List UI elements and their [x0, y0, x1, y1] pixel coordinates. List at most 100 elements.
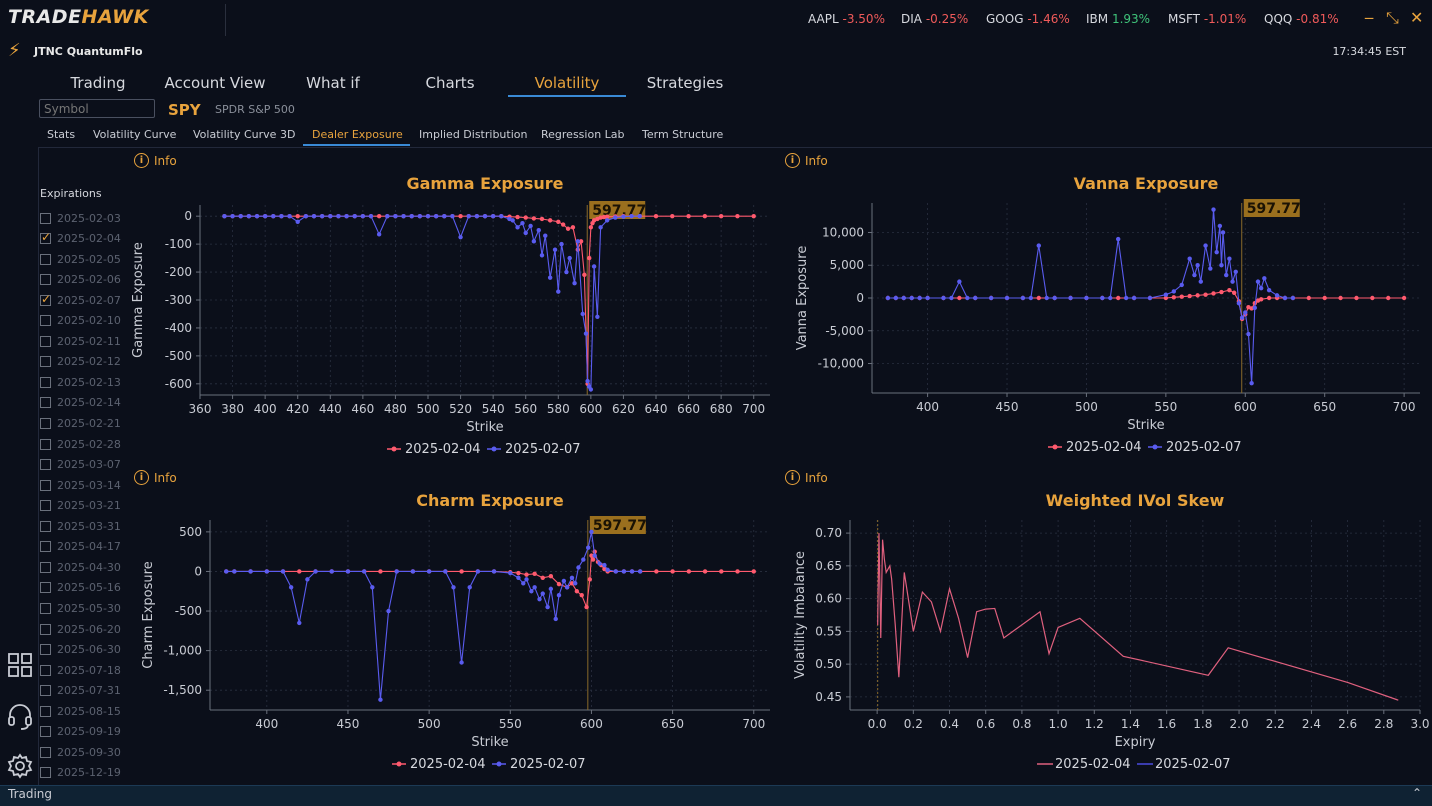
ticker-quote[interactable]: MSFT -1.01%: [1168, 12, 1246, 26]
expiration-checkbox-row[interactable]: 2025-03-31: [40, 516, 121, 536]
expiration-checkbox-row[interactable]: 2025-06-30: [40, 640, 121, 660]
settings-gear-icon[interactable]: [6, 753, 34, 781]
checkbox[interactable]: [40, 582, 51, 594]
ticker-quote[interactable]: AAPL -3.50%: [808, 12, 885, 26]
checkbox[interactable]: [40, 602, 51, 614]
data-point: [957, 279, 962, 284]
checkbox[interactable]: [40, 664, 51, 676]
gamma-exposure-chart[interactable]: Gamma Exposure 360 380 400 420 440 460 480 500 52…: [130, 165, 780, 465]
expiration-checkbox-row[interactable]: 2025-02-11: [40, 331, 121, 351]
tab-strategies[interactable]: Strategies: [646, 74, 724, 92]
expiration-checkbox-row[interactable]: 2025-02-05: [40, 249, 121, 269]
close-icon[interactable]: ✕: [1410, 8, 1424, 27]
checkbox[interactable]: [40, 376, 51, 388]
checkbox[interactable]: [40, 746, 51, 758]
headset-icon[interactable]: [6, 703, 34, 731]
expiration-checkbox-row[interactable]: 2025-07-18: [40, 660, 121, 680]
tab-trading[interactable]: Trading: [70, 74, 126, 92]
y-tick-label: 0: [856, 291, 864, 305]
expiration-checkbox-row[interactable]: 2025-02-04: [40, 229, 121, 249]
expiration-checkbox-row[interactable]: 2025-02-03: [40, 208, 121, 228]
checkbox[interactable]: [40, 438, 51, 450]
info-link-charm[interactable]: i Info: [134, 470, 177, 485]
checkbox[interactable]: [40, 397, 51, 409]
checkbox[interactable]: [40, 685, 51, 697]
expiration-checkbox-row[interactable]: 2025-02-06: [40, 270, 121, 290]
checkbox[interactable]: [40, 541, 51, 553]
ticker-quote[interactable]: QQQ -0.81%: [1264, 12, 1339, 26]
data-point: [524, 572, 529, 577]
expiration-checkbox-row[interactable]: 2025-04-30: [40, 557, 121, 577]
expiration-checkbox-row[interactable]: 2025-07-31: [40, 681, 121, 701]
expiration-checkbox-row[interactable]: 2025-03-21: [40, 496, 121, 516]
vanna-exposure-chart[interactable]: Vanna Exposure 400 450 500 550 600 650 700 10,00…: [782, 165, 1432, 465]
expiration-checkbox-row[interactable]: 2025-02-13: [40, 372, 121, 392]
info-link-skew[interactable]: i Info: [785, 470, 828, 485]
subtab-regression-lab[interactable]: Regression Lab: [541, 128, 625, 141]
expiration-checkbox-row[interactable]: 2025-05-16: [40, 578, 121, 598]
subtab-stats[interactable]: Stats: [47, 128, 76, 141]
expiration-checkbox-row[interactable]: 2025-04-17: [40, 537, 121, 557]
expiration-checkbox-row[interactable]: 2025-06-20: [40, 619, 121, 639]
subtab-volatility-curve[interactable]: Volatility Curve: [93, 128, 177, 141]
subtab-term-structure[interactable]: Term Structure: [642, 128, 724, 141]
expiration-checkbox-row[interactable]: 2025-03-14: [40, 475, 121, 495]
symbol-input[interactable]: [39, 99, 155, 118]
checkbox[interactable]: [40, 292, 51, 306]
legend-label: 2025-02-04: [1066, 440, 1142, 455]
ticker-quote[interactable]: DIA -0.25%: [901, 12, 968, 26]
subtab-implied-distribution[interactable]: Implied Distribution: [419, 128, 528, 141]
grid-icon[interactable]: [6, 652, 34, 680]
checkbox[interactable]: [40, 274, 51, 286]
checkbox[interactable]: [40, 767, 51, 779]
charm-exposure-chart[interactable]: Charm Exposure 400 450 500 550 600 650 700 500 0 -…: [130, 482, 780, 782]
checkbox[interactable]: [40, 356, 51, 368]
subtab-volatility-curve-3d[interactable]: Volatility Curve 3D: [193, 128, 296, 141]
expiration-checkbox-row[interactable]: 2025-02-10: [40, 311, 121, 331]
ticker-quote[interactable]: GOOG -1.46%: [986, 12, 1070, 26]
expiration-checkbox-row[interactable]: 2025-09-19: [40, 722, 121, 742]
restore-icon[interactable]: ⤡: [1386, 8, 1399, 27]
data-point: [885, 295, 891, 301]
x-tick-label: 2.0: [1230, 717, 1249, 731]
checkbox[interactable]: [40, 623, 51, 635]
expiration-checkbox-row[interactable]: 2025-05-30: [40, 598, 121, 618]
expiration-checkbox-row[interactable]: 2025-02-07: [40, 290, 121, 310]
checkbox[interactable]: [40, 500, 51, 512]
expiration-checkbox-row[interactable]: 2025-12-19: [40, 763, 121, 783]
expiration-checkbox-row[interactable]: 2025-03-07: [40, 455, 121, 475]
tab-what-if[interactable]: What if: [306, 74, 360, 92]
expiration-checkbox-row[interactable]: 2025-02-12: [40, 352, 121, 372]
info-link-gamma[interactable]: i Info: [134, 153, 177, 168]
tab-charts[interactable]: Charts: [425, 74, 475, 92]
checkbox[interactable]: [40, 212, 51, 224]
ticker-quote[interactable]: IBM 1.93%: [1086, 12, 1150, 26]
chevron-up-icon[interactable]: ⌃: [1411, 786, 1422, 800]
tab-volatility[interactable]: Volatility: [534, 74, 600, 92]
expiration-checkbox-row[interactable]: 2025-02-21: [40, 414, 121, 434]
checkbox[interactable]: [40, 459, 51, 471]
info-link-vanna[interactable]: i Info: [785, 153, 828, 168]
checkbox[interactable]: [40, 230, 51, 245]
minimize-icon[interactable]: ‒: [1364, 8, 1375, 27]
checkbox[interactable]: [40, 479, 51, 491]
checkbox[interactable]: [40, 315, 51, 327]
checkbox[interactable]: [40, 335, 51, 347]
data-point: [531, 239, 537, 244]
expiration-checkbox-row[interactable]: 2025-09-30: [40, 742, 121, 762]
expiration-checkbox-row[interactable]: 2025-02-14: [40, 393, 121, 413]
checkbox[interactable]: [40, 726, 51, 738]
checkbox[interactable]: [40, 520, 51, 532]
weighted-ivol-skew-chart[interactable]: Weighted IVol Skew 0.0 0.2 0.4 0.6 0.8 1.0 1.2 1…: [782, 482, 1432, 782]
data-point: [545, 604, 550, 610]
subtab-dealer-exposure[interactable]: Dealer Exposure: [312, 128, 403, 141]
checkbox[interactable]: [40, 418, 51, 429]
tab-account-view[interactable]: Account View: [164, 74, 266, 92]
checkbox[interactable]: [40, 253, 51, 265]
checkbox[interactable]: [40, 644, 51, 656]
data-point: [1203, 243, 1208, 248]
checkbox[interactable]: [40, 561, 51, 573]
checkbox[interactable]: [40, 705, 51, 717]
expiration-checkbox-row[interactable]: 2025-02-28: [40, 434, 121, 454]
expiration-checkbox-row[interactable]: 2025-08-15: [40, 701, 121, 721]
